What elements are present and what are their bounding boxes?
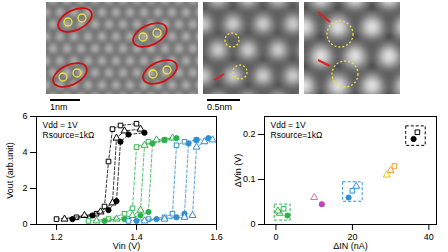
svg-text:0: 0 <box>22 219 27 229</box>
svg-text:ΔIN (nA): ΔIN (nA) <box>333 241 368 251</box>
svg-text:1.4: 1.4 <box>130 231 143 242</box>
svg-text:2: 2 <box>22 183 27 193</box>
svg-text:1.2: 1.2 <box>50 232 63 242</box>
svg-text:ΔVin (V): ΔVin (V) <box>233 154 243 187</box>
svg-text:0.2: 0.2 <box>243 129 256 139</box>
svg-text:Vdd = 1V: Vdd = 1V <box>271 120 307 130</box>
svg-text:40: 40 <box>424 232 434 242</box>
svg-text:0: 0 <box>273 232 278 242</box>
svg-text:Vin (V): Vin (V) <box>113 241 140 251</box>
svg-text:6: 6 <box>22 111 27 121</box>
svg-text:Vout (arb.unit): Vout (arb.unit) <box>5 142 15 199</box>
svg-text:4: 4 <box>22 147 27 157</box>
svg-text:Rsource=1kΩ: Rsource=1kΩ <box>271 130 323 140</box>
svg-text:0.5nm: 0.5nm <box>207 102 232 112</box>
svg-text:0.1: 0.1 <box>243 174 256 184</box>
svg-text:20: 20 <box>347 231 358 242</box>
svg-text:1nm: 1nm <box>50 102 68 112</box>
svg-text:Vdd = 1V: Vdd = 1V <box>43 120 79 130</box>
svg-text:0: 0 <box>250 219 255 229</box>
svg-text:1.6: 1.6 <box>210 232 223 242</box>
svg-text:Rsource=1kΩ: Rsource=1kΩ <box>43 130 95 140</box>
